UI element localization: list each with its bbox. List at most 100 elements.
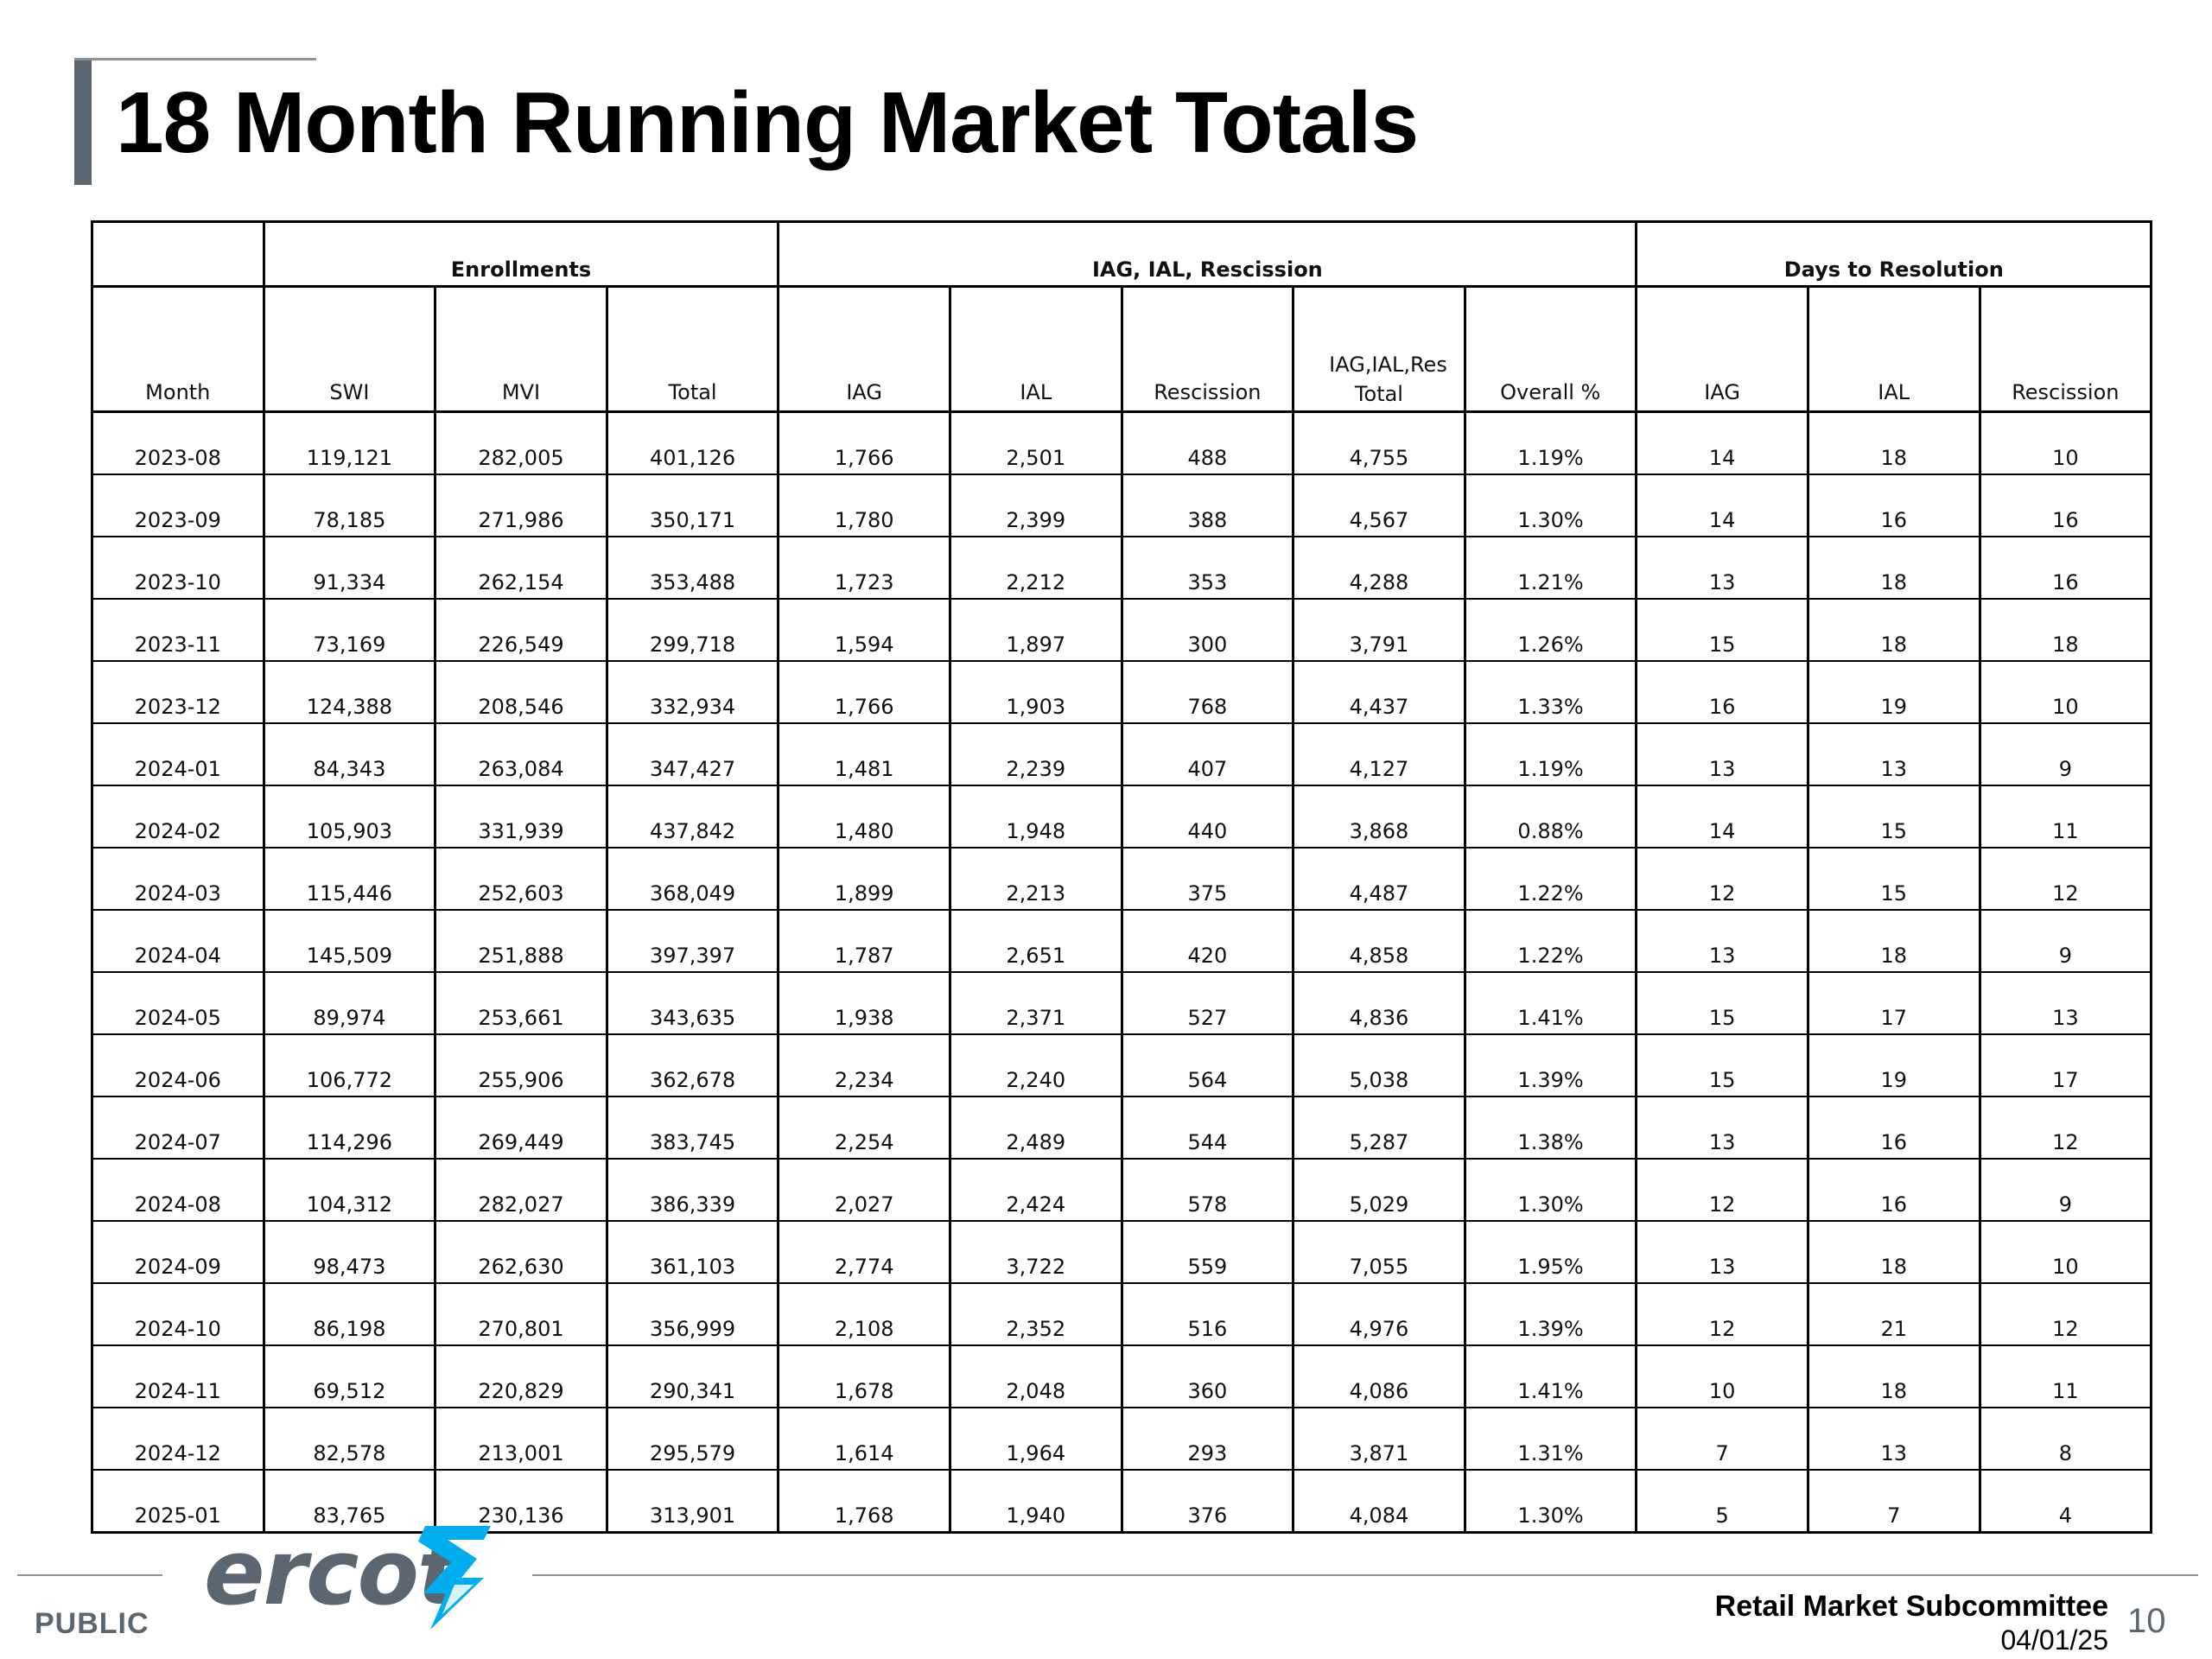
table-cell: 1,940 xyxy=(948,1470,1123,1534)
table-row: 2024-01 84,343 263,084 347,427 1,481 2,239 407… xyxy=(91,723,2153,786)
logo-wordmark: ercot xyxy=(204,1520,461,1625)
table-cell: 564 xyxy=(1120,1034,1295,1097)
table-cell: 578 xyxy=(1120,1159,1295,1222)
table-cell: 18 xyxy=(1806,910,1981,973)
table-cell: 1.30% xyxy=(1463,474,1638,537)
table-cell: 230,136 xyxy=(434,1470,608,1534)
table-cell: 269,449 xyxy=(434,1096,608,1160)
table-cell: 12 xyxy=(1978,1096,2153,1160)
table-cell: 105,903 xyxy=(262,785,437,849)
table-cell: 527 xyxy=(1120,972,1295,1035)
table-cell: 18 xyxy=(1806,1345,1981,1408)
table-cell: 353,488 xyxy=(605,537,780,600)
table-cell: 220,829 xyxy=(434,1345,608,1408)
table-cell: 12 xyxy=(1635,1159,1809,1222)
table-cell: 16 xyxy=(1978,537,2153,600)
table-body: 2023-08 119,121 282,005 401,126 1,766 2,501 48… xyxy=(91,411,2153,1534)
table-cell: 213,001 xyxy=(434,1408,608,1471)
table-cell: 331,939 xyxy=(434,785,608,849)
table-cell: 16 xyxy=(1806,474,1981,537)
table-cell: 10 xyxy=(1978,1221,2153,1284)
table-cell: 8 xyxy=(1978,1408,2153,1471)
page-number: 10 xyxy=(2127,1602,2166,1640)
table-cell: 2024-09 xyxy=(91,1221,265,1284)
table-cell: 11 xyxy=(1978,785,2153,849)
table-cell: 15 xyxy=(1806,785,1981,849)
table-cell: 2023-08 xyxy=(91,411,265,475)
table-cell: 15 xyxy=(1635,599,1809,662)
table-cell: 383,745 xyxy=(605,1096,780,1160)
column-header: IAL xyxy=(948,286,1123,413)
table-cell: 1.41% xyxy=(1463,972,1638,1035)
table-cell: 5,038 xyxy=(1292,1034,1466,1097)
table-cell: 544 xyxy=(1120,1096,1295,1160)
column-header: IAG xyxy=(777,286,951,413)
table-cell: 2,108 xyxy=(777,1283,951,1346)
table-cell: 13 xyxy=(1806,1408,1981,1471)
table-cell: 386,339 xyxy=(605,1159,780,1222)
table-cell: 5 xyxy=(1635,1470,1809,1534)
column-header: SWI xyxy=(262,286,437,413)
classification-label: PUBLIC xyxy=(35,1607,149,1640)
table-cell: 3,722 xyxy=(948,1221,1123,1284)
table-cell: 2023-10 xyxy=(91,537,265,600)
title-accent-bar xyxy=(74,58,92,185)
table-cell: 1,766 xyxy=(777,661,951,724)
table-cell: 1,480 xyxy=(777,785,951,849)
table-cell: 0.88% xyxy=(1463,785,1638,849)
table-cell: 270,801 xyxy=(434,1283,608,1346)
table-group-header-row: Enrollments IAG, IAL, Rescission Days to R… xyxy=(91,220,2153,288)
table-cell: 299,718 xyxy=(605,599,780,662)
table-cell: 3,868 xyxy=(1292,785,1466,849)
table-cell: 2024-04 xyxy=(91,910,265,973)
table-cell: 7 xyxy=(1635,1408,1809,1471)
table-cell: 4,437 xyxy=(1292,661,1466,724)
table-cell: 397,397 xyxy=(605,910,780,973)
table-cell: 2023-12 xyxy=(91,661,265,724)
table-cell: 18 xyxy=(1978,599,2153,662)
table-cell: 16 xyxy=(1806,1159,1981,1222)
table-cell: 1.30% xyxy=(1463,1159,1638,1222)
table-cell: 4,755 xyxy=(1292,411,1466,475)
ercot-logo: ercot xyxy=(204,1521,498,1633)
footer-date: 04/01/25 xyxy=(2000,1624,2108,1656)
table-cell: 271,986 xyxy=(434,474,608,537)
table-row: 2024-02 105,903 331,939 437,842 1,480 1,948 44… xyxy=(91,785,2153,849)
table-cell: 252,603 xyxy=(434,848,608,911)
table-cell: 2024-11 xyxy=(91,1345,265,1408)
table-cell: 86,198 xyxy=(262,1283,437,1346)
table-cell: 7 xyxy=(1806,1470,1981,1534)
table-cell: 2024-07 xyxy=(91,1096,265,1160)
table-cell: 1.19% xyxy=(1463,411,1638,475)
table-cell: 255,906 xyxy=(434,1034,608,1097)
table-cell: 2,352 xyxy=(948,1283,1123,1346)
table-row: 2023-11 73,169 226,549 299,718 1,594 1,897 300… xyxy=(91,599,2153,662)
table-cell: 13 xyxy=(1635,537,1809,600)
table-cell: 78,185 xyxy=(262,474,437,537)
table-cell: 10 xyxy=(1635,1345,1809,1408)
table-cell: 10 xyxy=(1978,661,2153,724)
table-cell: 488 xyxy=(1120,411,1295,475)
table-cell: 1,768 xyxy=(777,1470,951,1534)
table-cell: 388 xyxy=(1120,474,1295,537)
table-cell: 282,005 xyxy=(434,411,608,475)
table-cell: 376 xyxy=(1120,1470,1295,1534)
table-cell: 124,388 xyxy=(262,661,437,724)
column-header: Rescission xyxy=(1120,286,1295,413)
table-cell: 362,678 xyxy=(605,1034,780,1097)
table-cell: 15 xyxy=(1806,848,1981,911)
table-cell: 347,427 xyxy=(605,723,780,786)
table-row: 2023-09 78,185 271,986 350,171 1,780 2,399 388… xyxy=(91,474,2153,537)
table-cell: 1,780 xyxy=(777,474,951,537)
footer-rule-right xyxy=(532,1574,2198,1576)
table-cell: 2,254 xyxy=(777,1096,951,1160)
market-totals-table: Enrollments IAG, IAL, Rescission Days to R… xyxy=(91,220,2153,1534)
table-cell: 2,489 xyxy=(948,1096,1123,1160)
table-row: 2024-05 89,974 253,661 343,635 1,938 2,371 527… xyxy=(91,972,2153,1035)
table-cell: 89,974 xyxy=(262,972,437,1035)
table-row: 2024-11 69,512 220,829 290,341 1,678 2,048 360… xyxy=(91,1345,2153,1408)
table-cell: 356,999 xyxy=(605,1283,780,1346)
table-cell: 115,446 xyxy=(262,848,437,911)
footer-committee-name: Retail Market Subcommittee xyxy=(1714,1590,2108,1623)
table-cell: 104,312 xyxy=(262,1159,437,1222)
